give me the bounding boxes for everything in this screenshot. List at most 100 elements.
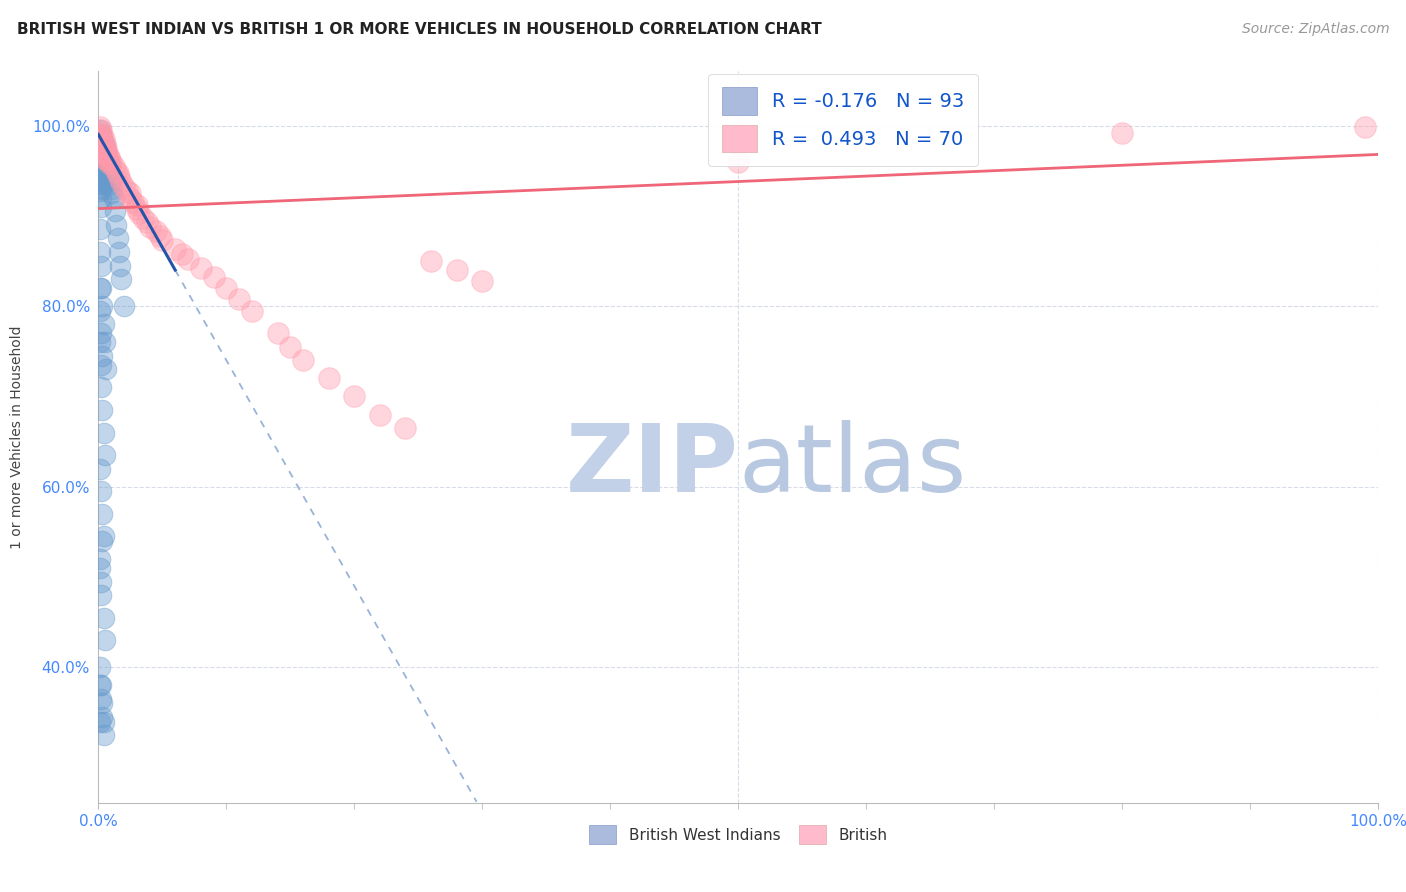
Point — [89, 244, 111, 259]
Point — [110, 272, 132, 286]
Point — [98, 163, 121, 178]
Point — [727, 154, 749, 169]
Point — [90, 259, 112, 273]
Point — [103, 191, 125, 205]
Point — [90, 136, 112, 151]
Point — [94, 136, 117, 151]
Text: BRITISH WEST INDIAN VS BRITISH 1 OR MORE VEHICLES IN HOUSEHOLD CORRELATION CHART: BRITISH WEST INDIAN VS BRITISH 1 OR MORE… — [17, 22, 821, 37]
Point — [90, 129, 112, 144]
Point — [471, 274, 494, 288]
Point — [120, 191, 142, 205]
Point — [101, 182, 124, 196]
Point — [228, 292, 250, 306]
Point — [89, 144, 111, 158]
Point — [91, 141, 114, 155]
Point — [89, 150, 111, 164]
Point — [100, 156, 122, 170]
Point — [91, 150, 114, 164]
Point — [94, 141, 117, 155]
Point — [170, 246, 193, 260]
Point — [93, 529, 115, 543]
Point — [94, 152, 117, 166]
Point — [94, 335, 117, 350]
Point — [122, 195, 145, 210]
Point — [420, 254, 443, 268]
Text: Source: ZipAtlas.com: Source: ZipAtlas.com — [1241, 22, 1389, 37]
Point — [89, 461, 111, 475]
Point — [89, 145, 111, 160]
Point — [368, 408, 391, 422]
Point — [90, 182, 112, 196]
Point — [89, 281, 111, 295]
Point — [94, 144, 117, 158]
Point — [104, 204, 127, 219]
Point — [292, 353, 315, 368]
Point — [446, 263, 468, 277]
Point — [94, 161, 117, 176]
Point — [90, 136, 112, 151]
Point — [107, 166, 129, 180]
Point — [91, 299, 114, 313]
Point — [91, 132, 114, 146]
Point — [89, 123, 111, 137]
Point — [112, 299, 135, 313]
Point — [89, 126, 111, 140]
Point — [93, 317, 115, 331]
Point — [97, 156, 120, 170]
Point — [115, 184, 138, 198]
Point — [145, 224, 167, 238]
Point — [266, 326, 288, 341]
Point — [138, 219, 160, 234]
Point — [91, 134, 114, 148]
Point — [90, 678, 112, 692]
Point — [98, 178, 121, 192]
Point — [93, 728, 115, 742]
Y-axis label: 1 or more Vehicles in Household: 1 or more Vehicles in Household — [10, 326, 24, 549]
Point — [89, 132, 111, 146]
Point — [89, 138, 111, 153]
Point — [90, 380, 112, 394]
Point — [90, 484, 112, 499]
Point — [91, 178, 114, 192]
Point — [240, 303, 263, 318]
Point — [91, 168, 114, 182]
Point — [90, 588, 112, 602]
Point — [1354, 120, 1376, 135]
Point — [91, 141, 114, 155]
Text: ZIP: ZIP — [565, 420, 738, 512]
Point — [107, 231, 129, 245]
Point — [90, 281, 112, 295]
Point — [177, 252, 200, 267]
Point — [90, 123, 112, 137]
Point — [190, 261, 212, 276]
Point — [90, 128, 112, 142]
Point — [91, 697, 114, 711]
Point — [91, 533, 114, 548]
Point — [89, 178, 111, 192]
Point — [105, 163, 128, 178]
Point — [343, 389, 366, 403]
Point — [108, 259, 131, 273]
Point — [93, 175, 115, 189]
Point — [215, 281, 238, 295]
Point — [96, 152, 118, 166]
Point — [125, 202, 148, 216]
Point — [278, 340, 301, 354]
Point — [132, 211, 155, 225]
Point — [110, 175, 132, 189]
Point — [90, 163, 112, 178]
Point — [89, 222, 111, 236]
Point — [91, 507, 114, 521]
Text: atlas: atlas — [738, 420, 966, 512]
Legend: British West Indians, British: British West Indians, British — [583, 819, 893, 850]
Point — [90, 692, 112, 706]
Point — [93, 145, 115, 160]
Point — [91, 403, 114, 417]
Point — [100, 172, 122, 186]
Point — [93, 425, 115, 440]
Point — [91, 710, 114, 724]
Point — [152, 233, 174, 247]
Point — [89, 660, 111, 674]
Point — [94, 150, 117, 164]
Point — [94, 448, 117, 462]
